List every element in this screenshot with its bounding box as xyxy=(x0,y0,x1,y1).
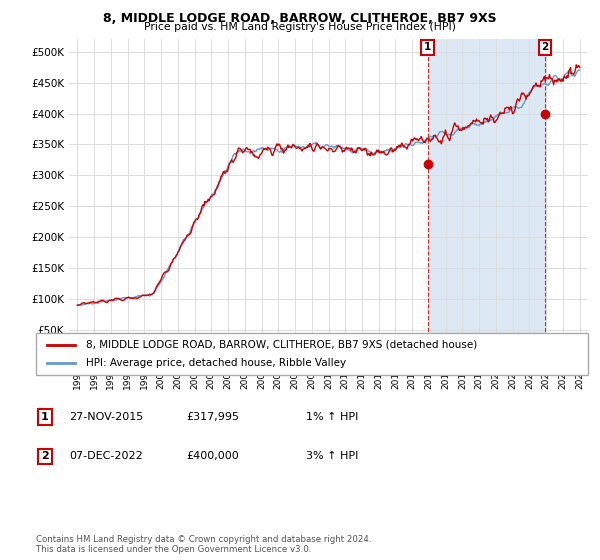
Text: 1: 1 xyxy=(424,42,431,52)
Text: Contains HM Land Registry data © Crown copyright and database right 2024.
This d: Contains HM Land Registry data © Crown c… xyxy=(36,535,371,554)
Bar xyxy=(428,39,545,361)
Text: Price paid vs. HM Land Registry's House Price Index (HPI): Price paid vs. HM Land Registry's House … xyxy=(144,22,456,32)
Text: 3% ↑ HPI: 3% ↑ HPI xyxy=(306,451,358,461)
Text: 27-NOV-2015: 27-NOV-2015 xyxy=(69,412,143,422)
Text: 1% ↑ HPI: 1% ↑ HPI xyxy=(306,412,358,422)
Text: £400,000: £400,000 xyxy=(186,451,239,461)
Text: £317,995: £317,995 xyxy=(186,412,239,422)
FancyBboxPatch shape xyxy=(36,333,588,375)
Text: 2: 2 xyxy=(41,451,49,461)
Text: 07-DEC-2022: 07-DEC-2022 xyxy=(69,451,143,461)
Text: 8, MIDDLE LODGE ROAD, BARROW, CLITHEROE, BB7 9XS: 8, MIDDLE LODGE ROAD, BARROW, CLITHEROE,… xyxy=(103,12,497,25)
Text: 8, MIDDLE LODGE ROAD, BARROW, CLITHEROE, BB7 9XS (detached house): 8, MIDDLE LODGE ROAD, BARROW, CLITHEROE,… xyxy=(86,340,477,350)
Text: HPI: Average price, detached house, Ribble Valley: HPI: Average price, detached house, Ribb… xyxy=(86,358,346,368)
Text: 1: 1 xyxy=(41,412,49,422)
Text: 2: 2 xyxy=(542,42,549,52)
